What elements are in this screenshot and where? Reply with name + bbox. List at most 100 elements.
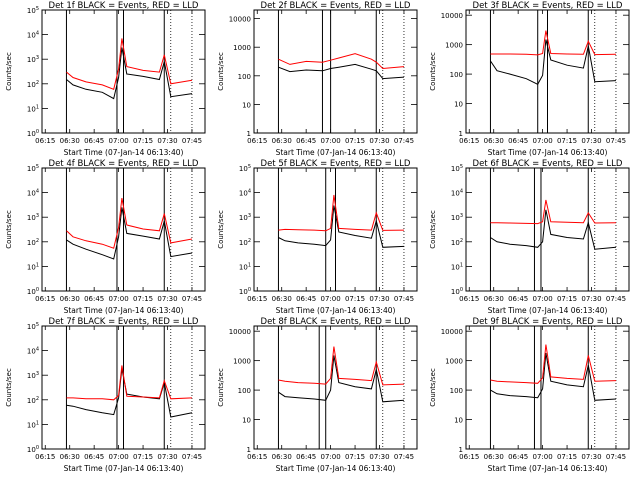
x-tick-label: 06:30 (60, 137, 80, 145)
y-tick-label: 10000 (229, 328, 251, 336)
chart-title: Det 7f BLACK = Events, RED = LLD (49, 317, 199, 327)
x-tick-label: 07:45 (606, 453, 626, 461)
y-tick-label: 105 (27, 164, 39, 173)
y-tick-label: 100 (239, 287, 251, 296)
y-tick-label: 105 (239, 164, 251, 173)
y-tick-label: 103 (27, 371, 39, 380)
x-tick-label: 07:15 (557, 137, 577, 145)
series-line-lld (66, 38, 193, 90)
x-axis-label: Start Time (07-Jan-14 06:13:40) (64, 148, 184, 157)
series-line-events (66, 47, 193, 100)
x-tick-label: 07:45 (182, 137, 202, 145)
chart-panel-8: Det 8f BLACK = Events, RED = LLD Counts/s… (217, 317, 418, 473)
x-tick-label: 06:30 (60, 453, 80, 461)
series-line-events (278, 63, 405, 80)
y-tick-label: 1000 (445, 358, 463, 366)
series-line-events (66, 207, 193, 260)
series-line-events (490, 353, 617, 401)
y-tick-label: 102 (27, 396, 39, 405)
y-tick-label: 105 (27, 6, 39, 15)
x-tick-label: 06:15 (459, 453, 479, 461)
y-axis-label: Counts/sec (5, 52, 13, 91)
y-tick-label: 1 (247, 446, 251, 454)
y-tick-label: 10000 (229, 16, 251, 24)
x-tick-label: 07:30 (157, 453, 177, 461)
y-tick-label: 103 (451, 213, 463, 222)
x-tick-label: 07:45 (182, 295, 202, 303)
x-tick-label: 06:15 (35, 137, 55, 145)
x-tick-label: 06:45 (84, 137, 104, 145)
y-tick-label: 101 (451, 262, 463, 271)
x-tick-label: 07:15 (133, 137, 153, 145)
chart-title: Det 5f BLACK = Events, RED = LLD (261, 159, 411, 169)
series-line-lld (490, 199, 617, 225)
series-line-lld (278, 194, 405, 232)
series-line-lld (278, 53, 405, 70)
x-tick-label: 07:15 (345, 453, 365, 461)
x-tick-label: 07:00 (321, 453, 341, 461)
y-tick-label: 1000 (233, 44, 251, 52)
chart-panel-2: Det 2f BLACK = Events, RED = LLD Counts/s… (217, 1, 418, 157)
y-tick-label: 101 (27, 262, 39, 271)
x-axis-label: Start Time (07-Jan-14 06:13:40) (488, 148, 608, 157)
x-axis-label: Start Time (07-Jan-14 06:13:40) (64, 464, 184, 473)
y-tick-label: 100 (238, 73, 251, 81)
chart-title: Det 3f BLACK = Events, RED = LLD (473, 1, 623, 11)
y-axis-label: Counts/sec (429, 368, 437, 407)
x-tick-label: 07:45 (606, 137, 626, 145)
y-axis-label: Counts/sec (217, 368, 225, 407)
y-tick-label: 104 (27, 31, 39, 40)
chart-title: Det 2f BLACK = Events, RED = LLD (261, 1, 411, 11)
series-line-events (278, 355, 405, 403)
x-tick-label: 06:15 (247, 137, 267, 145)
series-line-events (278, 205, 405, 248)
x-tick-label: 07:45 (394, 295, 414, 303)
chart-panel-4: Det 4f BLACK = Events, RED = LLD Counts/s… (5, 159, 206, 315)
y-tick-label: 102 (27, 80, 39, 89)
series-line-lld (490, 30, 617, 56)
chart-title: Det 9f BLACK = Events, RED = LLD (473, 317, 623, 327)
y-tick-label: 101 (27, 104, 39, 113)
x-tick-label: 07:30 (581, 137, 601, 145)
series-line-events (66, 368, 193, 418)
x-tick-label: 07:00 (109, 295, 129, 303)
x-tick-label: 07:30 (369, 295, 389, 303)
x-tick-label: 07:00 (321, 295, 341, 303)
x-tick-label: 06:45 (296, 137, 316, 145)
y-tick-label: 104 (239, 189, 251, 198)
y-tick-label: 10 (454, 101, 463, 109)
chart-title: Det 4f BLACK = Events, RED = LLD (49, 159, 199, 169)
y-tick-label: 102 (27, 238, 39, 247)
x-tick-label: 06:15 (35, 453, 55, 461)
x-tick-label: 07:45 (394, 453, 414, 461)
plot-frame (465, 9, 630, 134)
x-axis-label: Start Time (07-Jan-14 06:13:40) (64, 306, 184, 315)
y-tick-label: 102 (239, 238, 251, 247)
x-tick-label: 06:45 (508, 453, 528, 461)
x-tick-label: 06:45 (84, 295, 104, 303)
x-tick-label: 06:45 (508, 295, 528, 303)
x-tick-label: 07:30 (369, 137, 389, 145)
x-tick-label: 06:45 (508, 137, 528, 145)
chart-panel-7: Det 7f BLACK = Events, RED = LLD Counts/s… (5, 317, 206, 473)
chart-panel-3: Det 3f BLACK = Events, RED = LLD Counts/s… (429, 1, 630, 157)
y-axis-label: Counts/sec (5, 368, 13, 407)
y-tick-label: 102 (451, 238, 463, 247)
y-tick-label: 10000 (441, 328, 463, 336)
x-tick-label: 07:30 (157, 137, 177, 145)
x-tick-label: 07:15 (345, 295, 365, 303)
x-tick-label: 07:30 (581, 453, 601, 461)
chart-panel-9: Det 9f BLACK = Events, RED = LLD Counts/s… (429, 317, 630, 473)
chart-panel-6: Det 6f BLACK = Events, RED = LLD Counts/s… (429, 159, 630, 315)
x-tick-label: 06:15 (247, 453, 267, 461)
y-tick-label: 105 (27, 322, 39, 331)
x-tick-label: 06:15 (459, 295, 479, 303)
x-axis-label: Start Time (07-Jan-14 06:13:40) (488, 306, 608, 315)
y-tick-label: 1 (459, 130, 463, 138)
plot-frame (253, 167, 418, 292)
plot-frame (253, 325, 418, 450)
y-tick-label: 103 (27, 55, 39, 64)
chart-title: Det 8f BLACK = Events, RED = LLD (261, 317, 411, 327)
x-tick-label: 06:15 (35, 295, 55, 303)
